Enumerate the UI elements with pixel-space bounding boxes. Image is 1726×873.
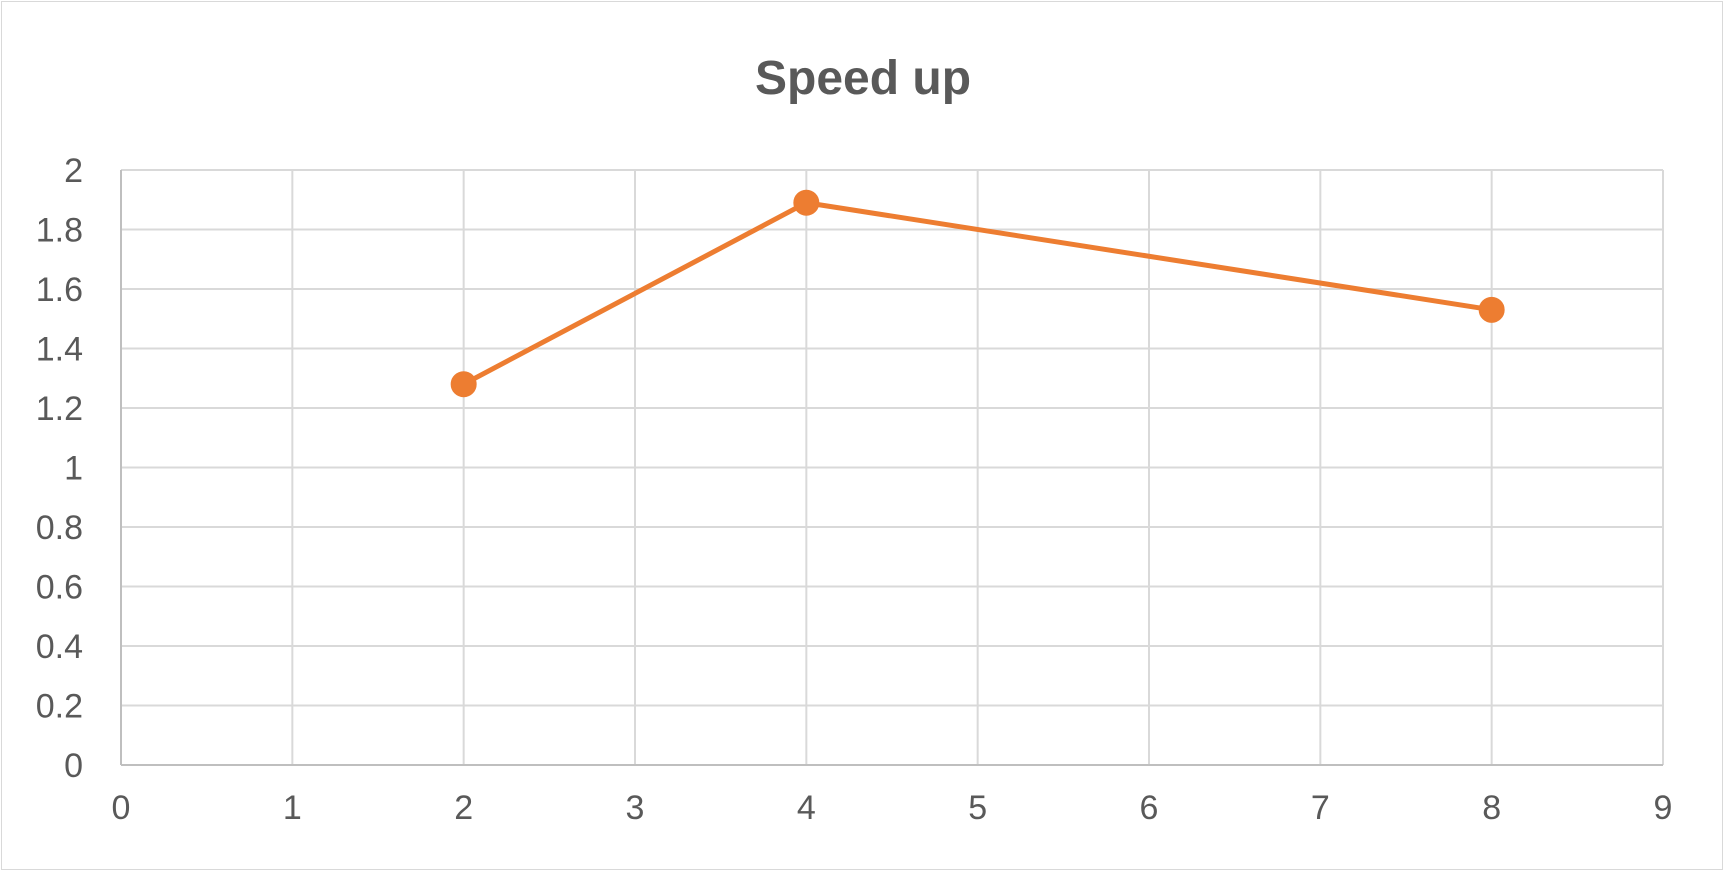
grid-lines <box>120 169 1664 765</box>
y-tick-label: 0.2 <box>36 688 83 726</box>
y-tick-label: 1.8 <box>36 212 83 250</box>
x-tick-label: 8 <box>1482 789 1501 827</box>
y-tick-label: 1 <box>64 450 83 488</box>
x-tick-label: 9 <box>1654 789 1673 827</box>
y-tick-label: 1.6 <box>36 271 83 309</box>
y-tick-label: 0 <box>64 747 83 785</box>
x-tick-label: 1 <box>283 789 302 827</box>
tick-labels: 0 1 2 3 4 5 6 7 8 9 0 0.2 0.4 0.6 0.8 1 1.2 1.4 1.6 1.8 2 <box>36 152 1673 827</box>
y-tick-label: 0.4 <box>36 628 83 666</box>
data-point <box>1478 296 1505 323</box>
data-series <box>450 189 1505 398</box>
x-tick-label: 2 <box>454 789 473 827</box>
y-tick-label: 2 <box>64 152 83 190</box>
axes <box>120 170 1663 766</box>
y-tick-label: 0.6 <box>36 569 83 607</box>
x-tick-label: 5 <box>968 789 987 827</box>
data-point <box>793 189 820 216</box>
x-tick-label: 4 <box>797 789 816 827</box>
x-tick-label: 7 <box>1311 789 1330 827</box>
y-tick-label: 1.2 <box>36 390 83 428</box>
x-tick-label: 6 <box>1140 789 1159 827</box>
y-tick-label: 1.4 <box>36 331 83 369</box>
x-tick-label: 3 <box>626 789 645 827</box>
x-tick-label: 0 <box>112 789 131 827</box>
y-tick-label: 0.8 <box>36 509 83 547</box>
chart-title: Speed up <box>755 52 971 105</box>
data-point <box>450 371 477 398</box>
